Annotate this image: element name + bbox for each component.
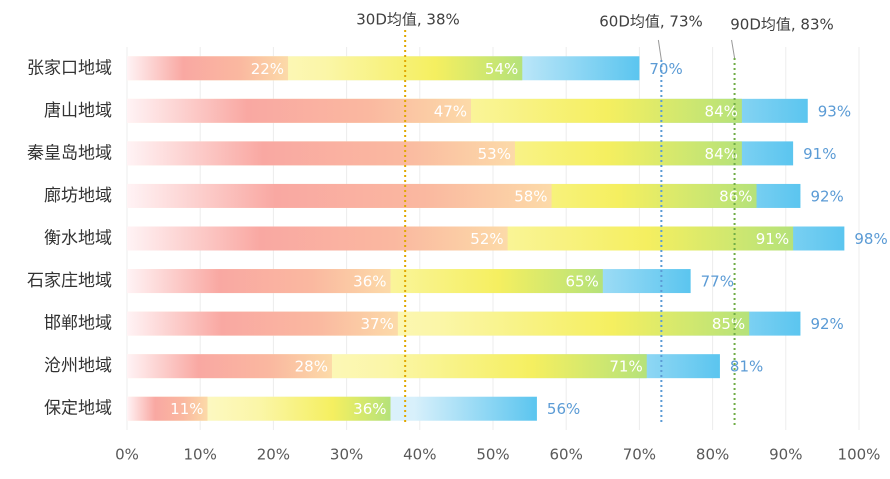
x-tick-label: 10% (184, 446, 217, 464)
x-tick-label: 100% (838, 446, 881, 464)
value-label: 85% (712, 315, 745, 333)
bar (127, 98, 472, 123)
category-label: 保定地域 (44, 399, 112, 419)
value-label: 36% (353, 400, 386, 418)
value-label: 47% (434, 102, 467, 120)
bar (127, 56, 289, 81)
category-label: 张家口地域 (27, 58, 112, 78)
value-label: 11% (170, 400, 203, 418)
value-label: 86% (719, 187, 752, 205)
annotation-leader (731, 39, 736, 59)
category-label: 唐山地域 (44, 100, 112, 121)
x-tick-label: 30% (330, 446, 363, 464)
category-label: 沧州地域 (44, 356, 112, 376)
annotation-leader (657, 39, 662, 61)
value-label: 52% (470, 230, 503, 248)
value-label: 84% (705, 145, 738, 163)
x-tick-label: 0% (115, 446, 139, 464)
bar (127, 311, 398, 336)
value-label: 92% (810, 187, 843, 205)
x-tick-label: 60% (550, 446, 583, 464)
bar (127, 183, 552, 208)
x-tick-label: 70% (623, 446, 656, 464)
value-label: 22% (251, 60, 284, 78)
value-label: 28% (295, 358, 328, 376)
value-label: 81% (730, 358, 763, 376)
x-tick-label: 80% (696, 446, 729, 464)
x-tick-label: 90% (769, 446, 802, 464)
value-label: 56% (547, 400, 580, 418)
bar (127, 354, 332, 379)
x-tick-label: 20% (257, 446, 290, 464)
value-label: 53% (478, 145, 511, 163)
value-label: 65% (565, 273, 598, 291)
category-label: 秦皇岛地域 (27, 143, 112, 163)
x-tick-label: 40% (403, 446, 436, 464)
value-label: 77% (701, 273, 734, 291)
value-label: 93% (818, 102, 851, 120)
value-label: 84% (705, 102, 738, 120)
bar (127, 226, 508, 251)
x-tick-label: 50% (476, 446, 509, 464)
value-label: 36% (353, 273, 386, 291)
category-label: 廊坊地域 (44, 186, 112, 206)
value-label: 70% (649, 60, 682, 78)
value-label: 91% (803, 145, 836, 163)
category-label: 邯郸地域 (44, 314, 112, 334)
annotation: 30D均值, 38% (356, 11, 460, 29)
value-label: 91% (756, 230, 789, 248)
value-label: 37% (360, 315, 393, 333)
category-label: 石家庄地域 (27, 271, 112, 291)
value-label: 58% (514, 187, 547, 205)
value-label: 98% (854, 230, 887, 248)
bar (127, 396, 208, 421)
bar (127, 269, 391, 294)
value-label: 71% (609, 358, 642, 376)
annotation: 60D均值, 73% (599, 13, 703, 31)
value-label: 92% (810, 315, 843, 333)
bar (127, 141, 515, 166)
value-label: 54% (485, 60, 518, 78)
annotation: 90D均值, 83% (730, 16, 834, 34)
category-label: 衡水地域 (44, 229, 112, 249)
